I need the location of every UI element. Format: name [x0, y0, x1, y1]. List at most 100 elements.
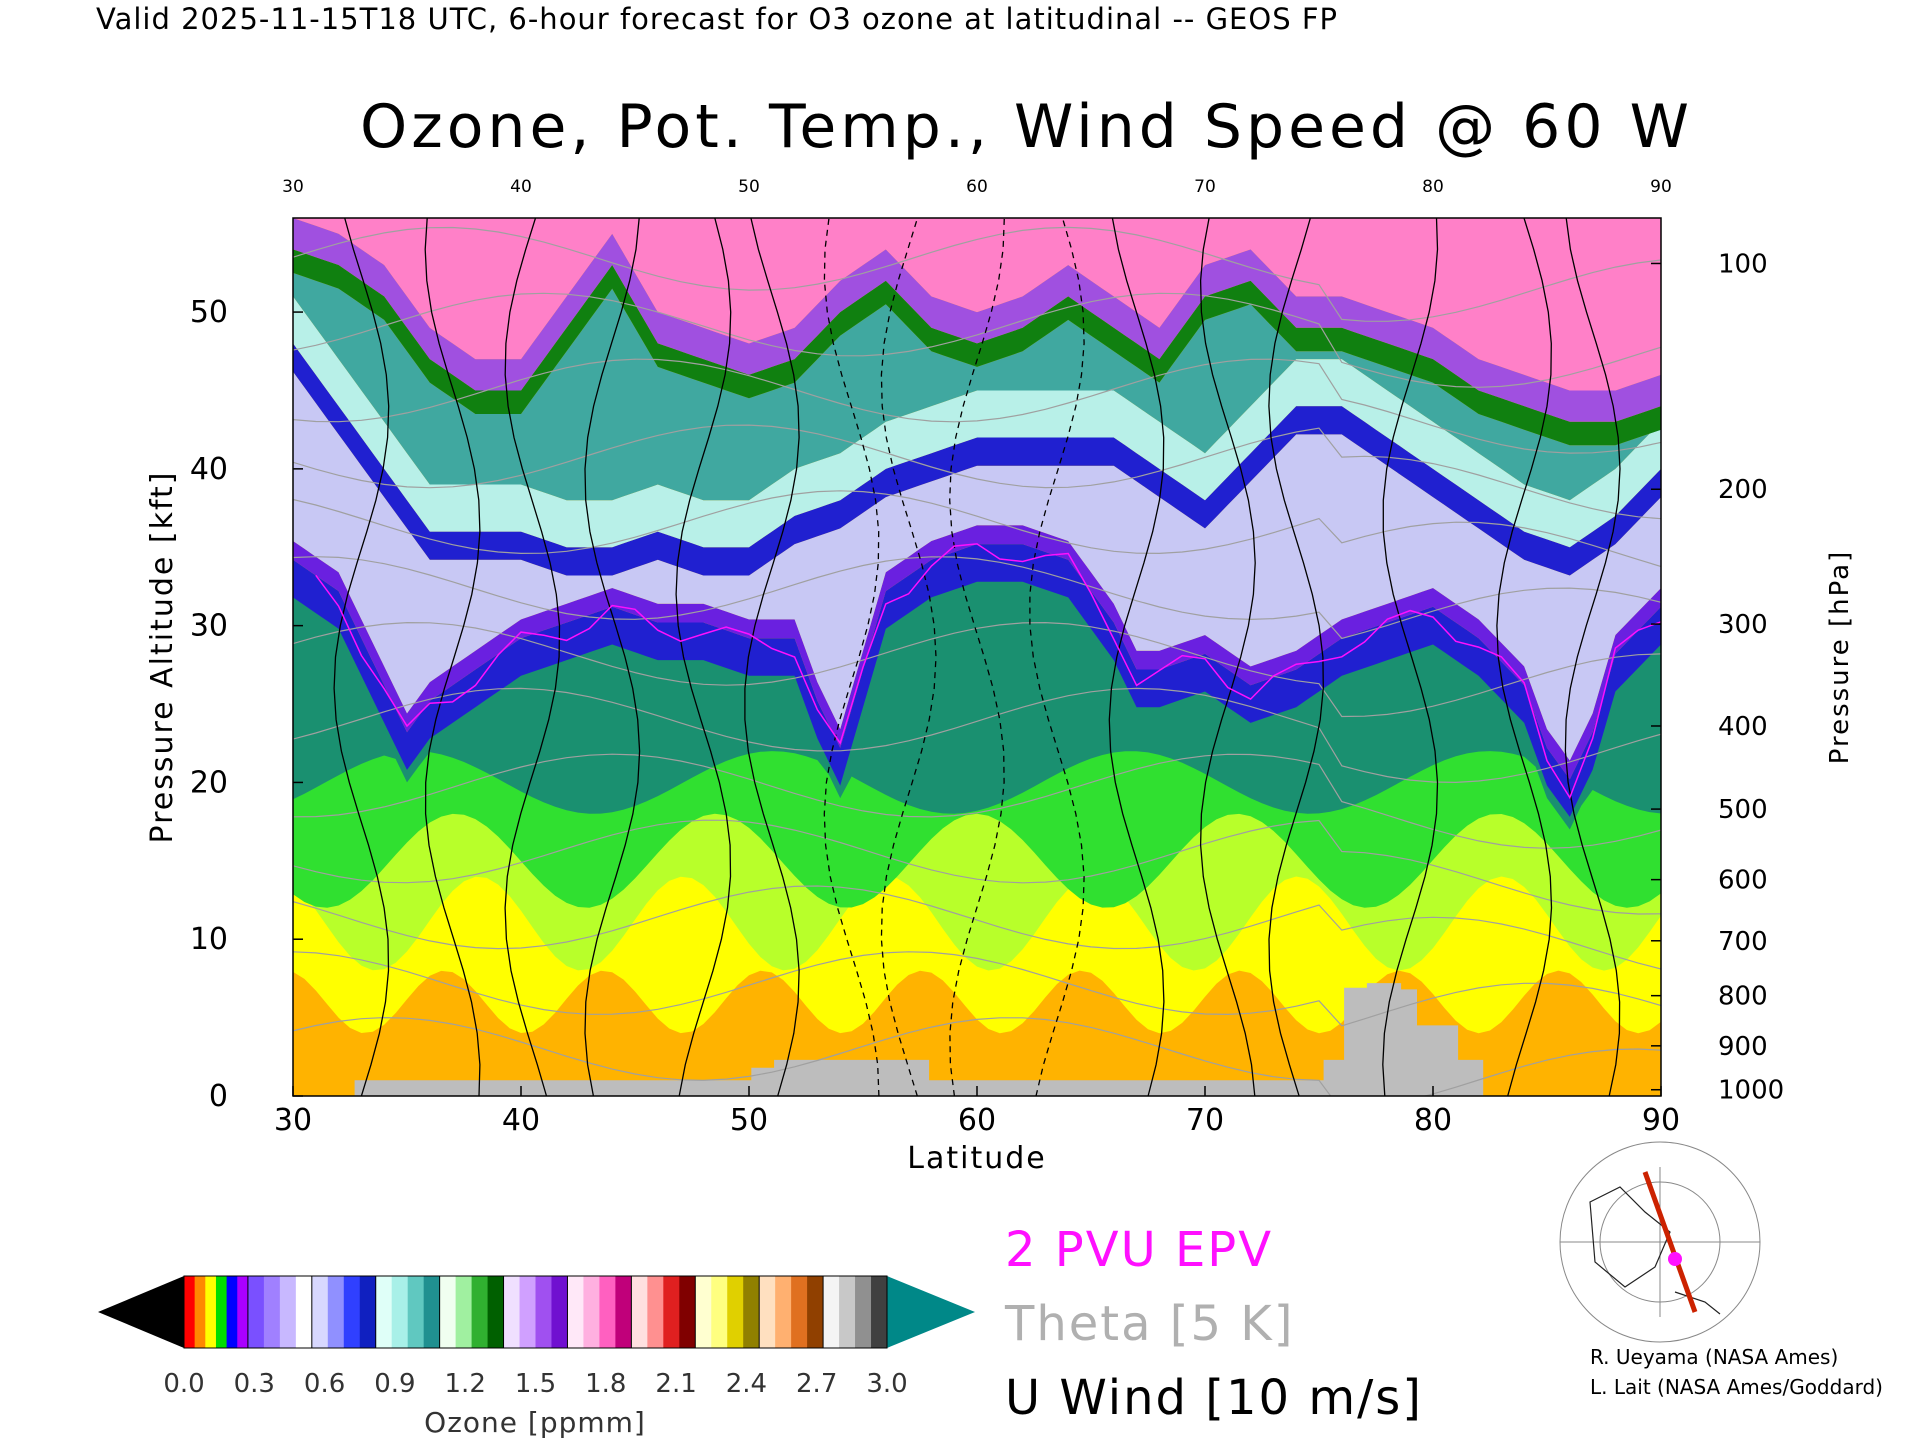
colorbar-swatch — [567, 1276, 584, 1348]
credit-author-2: L. Lait (NASA Ames/Goddard) — [1590, 1375, 1883, 1399]
colorbar-tick-label: 0.3 — [234, 1369, 275, 1399]
colorbar-swatch — [743, 1276, 760, 1348]
colorbar-swatch — [775, 1276, 792, 1348]
uwind-contour — [1108, 218, 1165, 1096]
legend-theta: Theta [5 K] — [1005, 1296, 1295, 1352]
plot-area — [293, 218, 1661, 1096]
x-top-tick-label: 50 — [738, 177, 760, 197]
colorbar-frame — [183, 1275, 888, 1349]
y-right-tick-label: 600 — [1718, 866, 1768, 896]
colorbar-swatch — [215, 1276, 228, 1348]
y-right-tick-label: 1000 — [1718, 1076, 1784, 1106]
uwind-contour — [504, 218, 561, 1096]
valid-time-line: Valid 2025-11-15T18 UTC, 6-hour forecast… — [96, 2, 1339, 36]
uwind-contour — [1029, 218, 1085, 1096]
inset-location-marker — [1668, 1252, 1682, 1266]
colorbar-swatch — [194, 1276, 206, 1348]
theta-contour — [293, 292, 1661, 388]
colorbar-swatch — [391, 1276, 409, 1348]
y-axis-label-right: Pressure [hPa] — [1825, 550, 1855, 765]
y-tick-label: 30 — [190, 609, 228, 644]
uwind-contour — [1268, 218, 1324, 1096]
x-axis-label: Latitude — [907, 1141, 1046, 1176]
colorbar-swatch — [551, 1276, 568, 1348]
theta-contour — [293, 687, 1661, 784]
colorbar-swatch — [807, 1276, 824, 1348]
colorbar-swatch — [711, 1276, 728, 1348]
colorbar-swatch — [226, 1276, 238, 1348]
uwind-contour — [675, 218, 732, 1096]
colorbar-swatch — [839, 1276, 856, 1348]
uwind-contour — [744, 218, 800, 1096]
colorbar-swatch — [343, 1276, 361, 1348]
band-purple-ozone — [293, 218, 1661, 422]
uwind-contour — [880, 218, 937, 1096]
colorbar-swatch — [205, 1276, 217, 1348]
colorbar-swatch — [487, 1276, 505, 1348]
colorbar-swatch — [407, 1276, 425, 1348]
colorbar-swatch — [439, 1276, 457, 1348]
x-tick-label: 40 — [502, 1103, 540, 1138]
axes-group: 3030404050506060707080809090010203040501… — [145, 177, 1855, 1176]
theta-contour — [293, 424, 1661, 520]
y-right-tick-label: 100 — [1718, 249, 1768, 279]
colorbar-swatch — [519, 1276, 536, 1348]
inset-section-line — [1642, 1171, 1698, 1313]
surface-terrain — [354, 983, 1484, 1096]
colorbar-swatch — [599, 1276, 616, 1348]
uwind-contour — [333, 218, 390, 1096]
colorbar-tick-label: 3.0 — [866, 1369, 907, 1399]
band-light-teal-ozone — [293, 296, 1661, 548]
colorbar-swatch — [615, 1276, 632, 1348]
y-tick-label: 50 — [190, 295, 228, 330]
colorbar-swatch — [263, 1276, 281, 1348]
y-right-tick-label: 800 — [1718, 982, 1768, 1012]
theta-contour — [293, 819, 1661, 915]
y-tick-label: 10 — [190, 922, 228, 957]
x-tick-label: 60 — [958, 1103, 996, 1138]
legend-epv: 2 PVU EPV — [1005, 1222, 1274, 1278]
theta-contour — [293, 753, 1661, 849]
colorbar-swatch — [503, 1276, 521, 1348]
colorbar-swatch — [327, 1276, 345, 1348]
colorbar-swatch — [237, 1276, 249, 1348]
colorbar-swatch — [647, 1276, 664, 1348]
y-right-tick-label: 200 — [1718, 475, 1768, 505]
colorbar-swatch — [311, 1276, 329, 1348]
colorbar-tick-label: 0.9 — [374, 1369, 415, 1399]
credit-author-1: R. Ueyama (NASA Ames) — [1590, 1345, 1839, 1369]
theta-contour — [293, 556, 1661, 640]
x-tick-label: 90 — [1642, 1103, 1680, 1138]
colorbar-swatch — [679, 1276, 696, 1348]
theta-contour — [293, 226, 1661, 322]
colorbar-swatch — [759, 1276, 776, 1348]
y-right-tick-label: 500 — [1718, 795, 1768, 825]
colorbar-swatch — [663, 1276, 680, 1348]
uwind-contour — [1564, 218, 1621, 1096]
y-tick-label: 0 — [209, 1079, 228, 1114]
colorbar-tick-label: 1.2 — [445, 1369, 486, 1399]
band-lavender-ozone — [293, 371, 1661, 761]
x-top-tick-label: 90 — [1650, 177, 1672, 197]
uwind-contour — [424, 218, 481, 1096]
uwind-contour — [949, 218, 1005, 1096]
colorbar-swatch — [184, 1276, 196, 1348]
theta-contour — [293, 885, 1661, 970]
colorbar-label: Ozone [ppmm] — [424, 1406, 646, 1439]
ozone-colorbar: 0.0 0.3 0.6 0.9 1.2 1.5 1.8 2.1 2.4 2.7 3.0 Ozone [… — [98, 1275, 975, 1439]
x-tick-label: 30 — [274, 1103, 312, 1138]
colorbar-swatch — [855, 1276, 872, 1348]
y-right-tick-label: 400 — [1718, 712, 1768, 742]
x-top-tick-label: 60 — [966, 177, 988, 197]
colorbar-swatch — [423, 1276, 441, 1348]
colorbar-swatch — [247, 1276, 265, 1348]
chart-title: Ozone, Pot. Temp., Wind Speed @ 60 W — [360, 92, 1693, 162]
colorbar-tick-label: 0.0 — [163, 1369, 204, 1399]
theta-contour — [293, 621, 1661, 718]
colorbar-swatch — [295, 1276, 313, 1348]
uwind-contour — [584, 218, 641, 1096]
theta-contour — [293, 358, 1661, 454]
inset-coastline — [1674, 1291, 1721, 1315]
colorbar-swatch — [791, 1276, 808, 1348]
